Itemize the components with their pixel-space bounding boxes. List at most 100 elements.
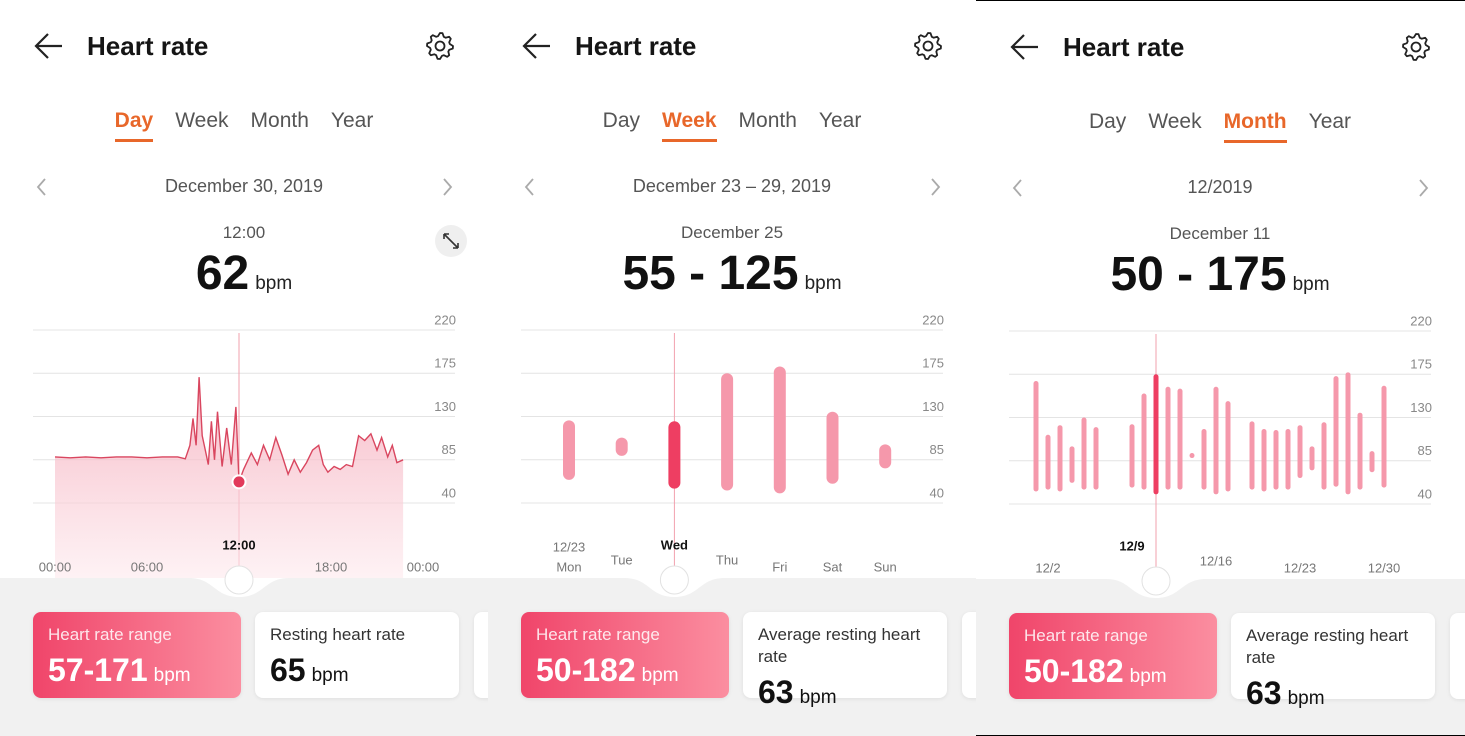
card-number: 65	[270, 652, 306, 688]
y-tick-label: 220	[922, 312, 944, 327]
reading: December 25 55 - 125 bpm	[488, 221, 976, 314]
expand-icon	[443, 233, 459, 249]
card-number: 50-182	[1024, 653, 1124, 689]
period-label: December 30, 2019	[164, 176, 324, 196]
settings-button[interactable]	[426, 32, 454, 60]
stat-card[interactable]: Heart rate range 50-182 bpm	[521, 612, 729, 698]
slider-knob[interactable]	[659, 565, 689, 595]
card-title: Average resting heart rate	[1246, 626, 1409, 667]
settings-button[interactable]	[1402, 33, 1430, 61]
prev-button[interactable]	[1012, 179, 1022, 197]
reading-row: 62 bpm	[0, 245, 488, 314]
x-tick-label: 12/2	[1035, 560, 1060, 575]
tab[interactable]: Year	[330, 109, 374, 132]
range-bar	[1201, 429, 1207, 490]
tab[interactable]: Year	[818, 109, 862, 132]
range-bar	[773, 366, 786, 494]
x-tick-label: 12/23	[1284, 560, 1317, 575]
card-value: 50-182 bpm	[1024, 653, 1202, 690]
stat-card-stub[interactable]	[1450, 613, 1465, 699]
tab[interactable]: Week	[662, 109, 717, 142]
x-tick-label: 12/9	[1119, 538, 1144, 553]
range-bar	[668, 421, 681, 489]
slider-knob[interactable]	[224, 565, 254, 595]
line	[54, 377, 404, 483]
y-tick-label: 85	[1418, 443, 1432, 458]
range-bar	[879, 444, 892, 469]
tab[interactable]: Week	[175, 109, 229, 132]
card-value: 63 bpm	[1246, 675, 1420, 712]
stat-card-stub[interactable]	[474, 612, 488, 698]
card-number: 63	[758, 674, 794, 710]
tab[interactable]: Week	[1148, 110, 1202, 133]
page-title: Heart rate	[87, 31, 209, 61]
settings-button[interactable]	[914, 32, 942, 60]
back-button[interactable]	[34, 33, 62, 59]
card-unit: bpm	[799, 687, 837, 708]
x-tick-label: 06:00	[131, 559, 164, 574]
tab[interactable]: Month	[738, 109, 797, 132]
tab-bar: Day Week Month Year	[0, 109, 488, 142]
range-bar	[1261, 429, 1267, 492]
tab[interactable]: Day	[602, 109, 641, 132]
range-bar	[1285, 429, 1291, 490]
x-tick-label: Mon	[556, 559, 581, 574]
back-button[interactable]	[1010, 34, 1038, 60]
reading-row: 55 - 125 bpm	[488, 245, 976, 314]
settings-hole	[922, 40, 934, 52]
card-value: 65 bpm	[270, 652, 444, 689]
panel: 40 85 130 175 220 Mon Tue Wed Thu Fri Sat Sun 12/23 H…	[488, 0, 976, 736]
tab[interactable]: Year	[1308, 110, 1352, 133]
tab[interactable]: Month	[1223, 110, 1287, 143]
card-value: 63 bpm	[758, 674, 932, 711]
prev-button[interactable]	[36, 178, 46, 196]
range-bar	[1141, 393, 1147, 490]
range-bar	[1213, 386, 1219, 495]
range-bar	[1345, 372, 1351, 495]
period-label: December 23 – 29, 2019	[632, 176, 832, 196]
y-tick-label: 220	[434, 312, 456, 327]
range-bar	[615, 437, 628, 456]
range-bar	[1177, 388, 1183, 490]
next-button[interactable]	[931, 178, 941, 196]
card-unit: bpm	[1287, 688, 1325, 709]
tab[interactable]: Day	[1088, 110, 1127, 133]
card-value: 57-171 bpm	[48, 652, 226, 689]
tab[interactable]: Day	[114, 109, 154, 142]
y-tick-label: 40	[1418, 486, 1432, 501]
x-tick-label: Sat	[823, 559, 843, 574]
slider-knob[interactable]	[1141, 566, 1171, 596]
back-button[interactable]	[522, 33, 550, 59]
stat-card[interactable]: Resting heart rate 65 bpm	[255, 612, 459, 698]
reading-label: 12:00	[222, 223, 266, 242]
stat-card[interactable]: Heart rate range 57-171 bpm	[33, 612, 241, 698]
x-tick-label: 12/16	[1200, 553, 1233, 568]
range-bar	[1225, 401, 1231, 492]
card-title: Heart rate range	[536, 625, 660, 644]
stat-card-stub[interactable]	[962, 612, 976, 698]
reading-row: 50 - 175 bpm	[976, 246, 1464, 315]
range-bar	[1093, 427, 1099, 490]
tab[interactable]: Month	[250, 109, 309, 132]
x-tick-label: 18:00	[315, 559, 348, 574]
card-title: Average resting heart rate	[758, 625, 921, 666]
range-bar	[1165, 386, 1171, 490]
range-bar	[1081, 417, 1087, 490]
page-title: Heart rate	[575, 31, 697, 61]
stat-card[interactable]: Average resting heart rate 63 bpm	[743, 612, 947, 710]
stat-card[interactable]: Average resting heart rate 63 bpm	[1231, 613, 1435, 711]
stat-card[interactable]: Heart rate range 50-182 bpm	[1009, 613, 1217, 699]
card-number: 57-171	[48, 652, 148, 688]
y-tick-label: 40	[930, 485, 944, 500]
y-tick-label: 175	[922, 356, 944, 371]
range-bar	[1381, 385, 1387, 488]
settings-hole	[434, 40, 446, 52]
range-bar	[1369, 451, 1375, 473]
range-bar	[826, 411, 839, 484]
next-button[interactable]	[443, 178, 453, 196]
next-button[interactable]	[1419, 179, 1429, 197]
settings-hole	[1410, 41, 1422, 53]
y-tick-label: 220	[1410, 313, 1432, 328]
prev-button[interactable]	[524, 178, 534, 196]
